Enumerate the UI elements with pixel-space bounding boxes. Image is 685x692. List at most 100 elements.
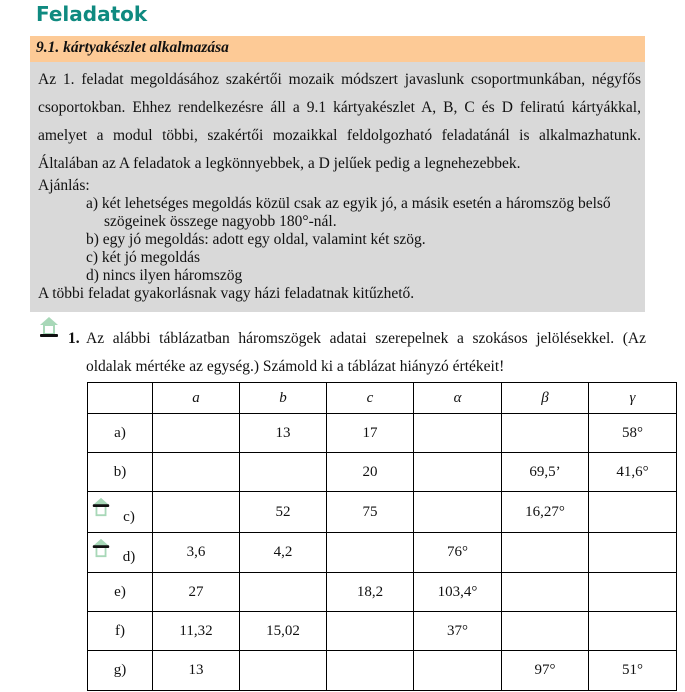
table-cell: 11,32 (152, 611, 240, 651)
table-cell (413, 650, 502, 691)
cell-text: 17 (362, 424, 378, 441)
recommendation-item: szögeinek összege nagyobb 180°-nál. (104, 213, 337, 230)
table-cell: 37° (413, 611, 502, 651)
table-cell (413, 413, 502, 453)
table-cell: 13 (239, 413, 327, 453)
cell-text: d) (122, 549, 136, 565)
table-cell: 41,6° (588, 452, 677, 492)
cell-text: 75 (362, 503, 378, 520)
cell-text: 11,32 (179, 622, 213, 639)
cell-text: c (366, 389, 374, 406)
table-row: f) 11,32 15,02 37° (87, 611, 677, 651)
cell-text: 20 (362, 463, 378, 480)
recommendation-item: c) két jó megoldás (86, 249, 201, 266)
table-cell: 20 (326, 452, 414, 492)
cell-text: 37° (447, 622, 468, 639)
table-cell (239, 650, 327, 691)
table-cell (326, 650, 414, 691)
cell-text: 13 (188, 662, 204, 678)
table-row: e) 27 18,2 103,4° (87, 572, 677, 612)
cell-text: b) (113, 463, 127, 480)
cell-text: g) (113, 662, 127, 678)
recommendation-label: Ajánlás: (38, 177, 90, 194)
table-cell (501, 413, 589, 453)
cell-text: a) (114, 424, 126, 441)
table-row: c) 52 75 16,27° (87, 491, 677, 533)
table-cell (588, 611, 677, 651)
cell-text: 69,5’ (529, 463, 561, 480)
table-cell: 76° (413, 532, 502, 573)
column-header: β (501, 382, 589, 414)
column-header: c (326, 382, 414, 414)
cell-text: 18,2 (356, 583, 384, 600)
cell-text: α (453, 389, 462, 406)
task-text: Az alábbi táblázatban háromszögek adatai… (86, 330, 646, 375)
table-cell: 15,02 (239, 611, 327, 651)
table-cell (588, 572, 677, 612)
table-row: a) 13 17 58° (87, 413, 677, 453)
cell-text: 51° (622, 662, 643, 678)
recommendation-item: d) nincs ilyen háromszög (86, 267, 243, 284)
table-cell: 27 (152, 572, 240, 612)
row-label: f) (87, 611, 153, 651)
table-cell (588, 532, 677, 573)
row-label: a) (87, 413, 153, 453)
table-cell: 13 (152, 650, 240, 691)
row-label: b) (87, 452, 153, 492)
table-cell: 51° (588, 650, 677, 691)
table-cell (326, 611, 414, 651)
cell-text: 3,6 (186, 544, 206, 560)
cell-text: 16,27° (525, 503, 565, 520)
table-cell: 103,4° (413, 572, 502, 612)
table-cell: 58° (588, 413, 677, 453)
table-cell: 17 (326, 413, 414, 453)
table-cell (152, 452, 240, 492)
row-label: e) (87, 572, 153, 612)
recommendation-item: b) egy jó megoldás: adott egy oldal, val… (86, 231, 426, 248)
table-cell: 69,5’ (501, 452, 589, 492)
closing-text: A többi feladat gyakorlásnak vagy házi f… (38, 285, 415, 302)
table-cell (152, 413, 240, 453)
table-cell (501, 532, 589, 573)
section-title: 9.1. kártyakészlet alkalmazása (36, 39, 229, 56)
table-cell (326, 532, 414, 573)
column-header: α (413, 382, 502, 414)
table-cell (152, 491, 240, 533)
house-icon (92, 538, 110, 558)
table-cell: 16,27° (501, 491, 589, 533)
cell-text: 76° (447, 544, 468, 560)
task-number: 1. (68, 330, 80, 347)
column-header: a (152, 382, 240, 414)
cell-text: 15,02 (266, 622, 300, 639)
table-cell: 52 (239, 491, 327, 533)
cell-text: 97° (534, 662, 556, 678)
table-row: g) 13 97° 51° (87, 650, 677, 691)
row-label: g) (87, 650, 153, 691)
table-row: d) 3,6 4,2 76° (87, 532, 677, 573)
column-header: γ (588, 382, 677, 414)
cell-text: f) (115, 622, 125, 639)
cell-text: β (541, 389, 549, 406)
cell-text: a (192, 389, 200, 406)
table-cell: 97° (501, 650, 589, 691)
recommendation-item: a) két lehetséges megoldás közül csak az… (86, 195, 611, 212)
cell-text: 27 (188, 583, 204, 600)
intro-text: Az 1. feladat megoldásához szakértői moz… (38, 71, 641, 172)
table-cell (413, 491, 502, 533)
table-cell (501, 572, 589, 612)
cell-text: 41,6° (616, 463, 649, 480)
triangle-table: a b c α β γ a) 13 17 58° b) 20 69,5’ 41,6° c) 52 75 16,27… (87, 382, 677, 691)
section-header: 9.1. kártyakészlet alkalmazása (30, 36, 645, 62)
cell-text: 13 (275, 424, 291, 441)
table-cell: 18,2 (326, 572, 414, 612)
row-label: c) (87, 491, 153, 533)
cell-text: 52 (275, 503, 291, 520)
table-cell (239, 572, 327, 612)
column-header: b (239, 382, 327, 414)
cell-text: 103,4° (437, 583, 478, 600)
row-label: d) (87, 532, 153, 573)
cell-text: 4,2 (273, 544, 293, 560)
house-icon (92, 497, 110, 517)
table-cell (588, 491, 677, 533)
table-cell: 75 (326, 491, 414, 533)
